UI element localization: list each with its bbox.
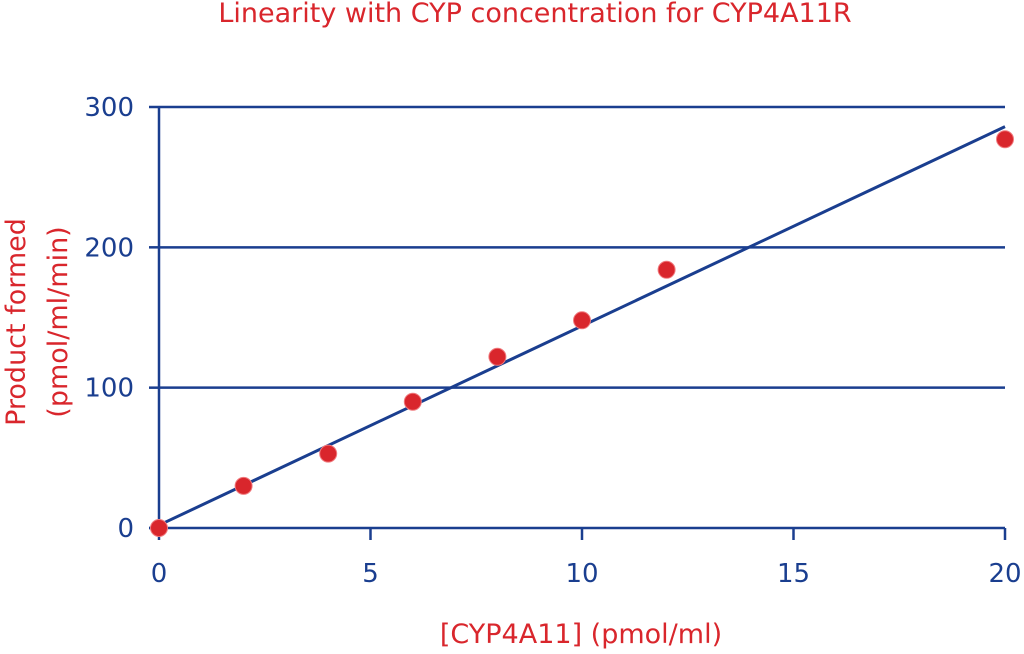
x-tick-label-5: 5 [362,559,379,589]
y-tick-label-200: 200 [84,233,134,263]
y-axis-label: Product formed (pmol/ml/min) [1,218,74,426]
data-point-0 [150,519,168,537]
x-axis-label: [CYP4A11] (pmol/ml) [440,619,722,650]
data-point-3 [403,392,422,411]
y-axis-label-line1: Product formed [1,218,32,426]
y-tick-label-0: 0 [117,514,134,544]
x-tick-label-15: 15 [777,559,810,589]
y-tick-label-100: 100 [84,374,134,404]
data-point-5 [573,311,591,330]
data-point-2 [319,444,338,463]
x-tick-label-0: 0 [151,559,168,589]
data-point-6 [657,260,676,279]
x-tick-label-10: 10 [565,559,598,589]
y-tick-labels: 0 100 200 300 [84,93,134,544]
data-point-1 [234,476,253,495]
data-point-4 [488,347,507,366]
data-points [150,130,1014,537]
axes [149,105,1007,540]
y-tick-label-300: 300 [84,93,134,123]
data-point-7 [996,130,1014,149]
x-tick-label-20: 20 [988,559,1021,589]
x-tick-labels: 0 5 10 15 20 [151,559,1022,589]
chart-title: Linearity with CYP concentration for CYP… [218,0,851,29]
y-axis-label-line2: (pmol/ml/min) [43,226,74,417]
grid [159,105,1005,389]
